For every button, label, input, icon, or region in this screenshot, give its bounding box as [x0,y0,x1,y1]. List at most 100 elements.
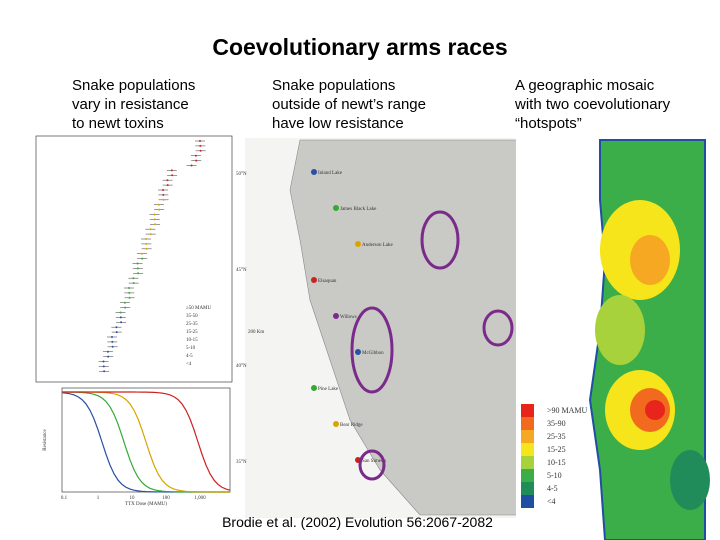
place-label: San Simeon [362,459,387,464]
legend-swatch [521,469,534,482]
caption: Snake populations outside of newt’s range… [272,76,426,133]
estimate [141,257,144,260]
estimate [166,179,169,182]
site [333,205,339,211]
estimate [111,340,114,343]
estimate [107,355,110,358]
caption-line: Snake populations [72,77,196,94]
legend-entry: 25-35 [186,322,198,327]
legend-entry: 35-50 [186,314,198,319]
estimate [166,184,169,187]
caption-line: “hotspots” [515,115,582,132]
legend-entry: 5-10 [186,346,196,351]
estimate [136,262,139,265]
estimate [199,140,201,142]
axis-label: TTX Dose (MAMU) [125,502,167,507]
legend-swatch [521,430,534,443]
estimate [102,360,105,363]
dose-response-frame [61,387,231,493]
estimate [128,291,131,294]
estimate [145,242,148,245]
hotspot-ring [482,309,514,347]
estimate [154,223,157,226]
place-label: Bear Ridge [340,423,363,428]
place-label: James Black Lake [340,207,377,212]
estimate [171,174,174,177]
place-label: Pine Lake [318,387,339,392]
legend-entry: 4-5 [186,354,193,359]
latitude-label: 50°N [236,172,247,177]
caption-line: outside of newt’s range [272,96,426,113]
estimate [145,247,148,250]
estimate [199,149,202,152]
estimate [103,370,106,373]
site [333,313,339,319]
legend-swatch [521,456,534,469]
latitude-label: 35°N [236,460,247,465]
caption-line: vary in resistance [72,96,189,113]
estimate [132,282,135,285]
hotspot-ring [358,449,386,481]
place-label: Willows [340,315,357,320]
x-tick-label: 0.1 [61,496,68,501]
estimate [136,267,139,270]
resistance-zone [670,450,710,510]
estimate [162,198,165,201]
estimate [124,306,127,309]
legend-entry: <4 [186,362,192,367]
estimate [153,213,156,216]
legend-entry: 4-5 [547,484,558,493]
caption-line: have low resistance [272,115,404,132]
estimate [195,159,198,162]
estimate [149,233,152,236]
legend-entry: <4 [547,497,556,506]
hotspot-ring [420,210,460,270]
estimate [111,336,113,338]
legend-swatch [521,495,534,508]
estimate [123,301,126,304]
site [311,385,317,391]
legend-entry: 25-35 [547,432,566,441]
estimate [199,144,202,147]
estimate [194,154,197,157]
legend-entry: ≥50 MAMU [186,306,211,311]
legend-entry: >90 MAMU [547,406,588,415]
legend-entry: 15-25 [547,445,566,454]
resistance-plot-frame [35,135,233,383]
caption-line: A geographic mosaic [515,77,655,94]
axis-label: Resistance [43,429,48,451]
legend-entry: 10-15 [186,338,198,343]
legend-swatch [521,417,534,430]
resistance-zone [595,295,645,365]
site [333,421,339,427]
place-label: Elsaquan [318,279,337,284]
legend-swatch [521,482,534,495]
legend-entry: 10-15 [547,458,566,467]
estimate [120,321,123,324]
x-tick-label: 1 [97,496,100,501]
estimate [162,193,165,196]
caption-line: Snake populations [272,77,396,94]
estimate [128,296,131,299]
legend-swatch [521,443,534,456]
estimate [115,331,118,334]
estimate [111,345,114,348]
estimate [132,277,135,280]
legend-swatch [521,404,534,417]
estimate [162,189,164,191]
place-label: McGibbon [362,351,384,356]
estimate [102,365,105,368]
estimate [140,252,143,255]
estimate [106,350,109,353]
resistance-zone [630,235,670,285]
site [311,169,317,175]
resistance-zone [645,400,665,420]
latitude-label: 40°N [236,364,247,369]
estimate [170,169,173,172]
slide-title: Coevolutionary arms races [212,34,508,60]
caption-line: with two coevolutionary [515,96,671,113]
estimate [157,203,160,206]
estimate [190,164,193,167]
